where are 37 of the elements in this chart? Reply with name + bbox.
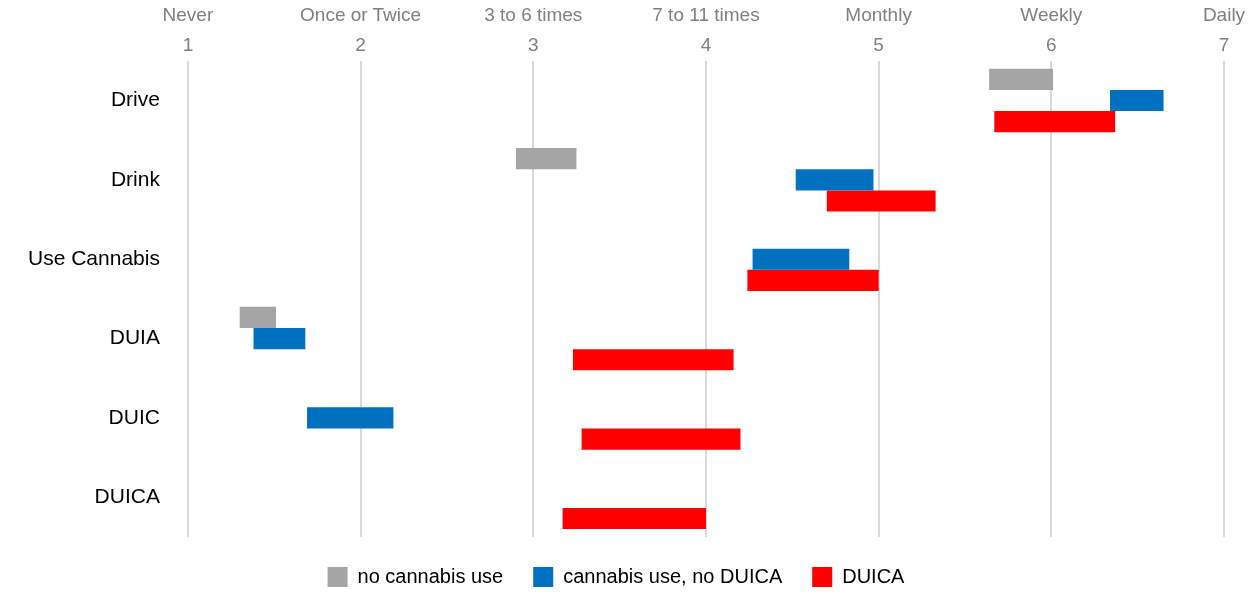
y-tick-label: Drive — [110, 87, 160, 111]
legend-label: DUICA — [842, 564, 906, 587]
text: Weekly — [1020, 3, 1083, 25]
x-tick-label: 1 — [182, 33, 194, 55]
x-tick-label: 4 — [700, 33, 712, 55]
bar — [989, 68, 1054, 90]
bar — [747, 269, 879, 291]
bar — [795, 169, 874, 191]
bar — [307, 407, 394, 429]
bar — [253, 328, 306, 350]
bar — [516, 148, 577, 170]
y-tick-label: DUIC — [108, 404, 160, 428]
x-tick-label: 5 — [873, 33, 884, 55]
legend-label: no cannabis use — [357, 564, 504, 587]
x-tick-label: 6 — [1046, 33, 1057, 55]
bar — [572, 349, 734, 371]
text: Once or Twice — [300, 3, 422, 25]
y-tick-label: DUICA — [94, 484, 160, 508]
bar — [826, 190, 936, 212]
x-tick-label: 2 — [355, 33, 366, 55]
text: Never — [162, 3, 214, 25]
x-tick-label: 7 — [1218, 33, 1230, 55]
bar — [752, 248, 850, 270]
bar — [994, 111, 1116, 133]
legend-label: cannabis use, no DUICA — [563, 564, 783, 587]
y-tick-label: Drink — [110, 166, 161, 190]
text: Daily — [1202, 3, 1246, 25]
text: 3 to 6 times — [484, 3, 583, 25]
y-tick-label: DUIA — [109, 325, 160, 349]
x-tick-label: 3 — [527, 33, 539, 55]
text: 7 to 11 times — [652, 3, 760, 25]
y-tick-label: Use Cannabis — [28, 246, 160, 270]
bar — [239, 306, 276, 328]
bar — [562, 507, 706, 530]
bar — [1110, 89, 1164, 112]
bar — [581, 428, 741, 450]
text: Monthly — [845, 3, 913, 25]
